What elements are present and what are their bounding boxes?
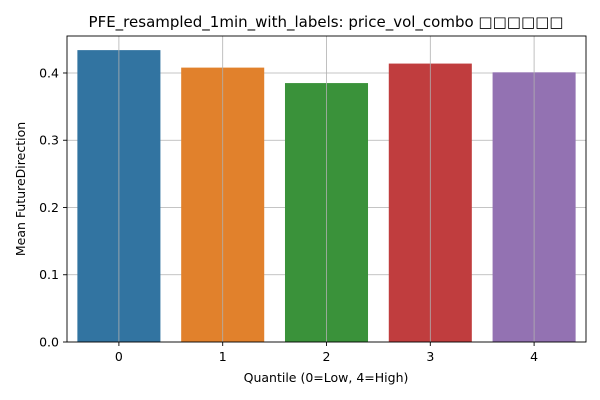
x-tick-label: 1 <box>219 349 227 364</box>
y-tick-label: 0.2 <box>39 200 59 215</box>
y-tick-label: 0.4 <box>39 65 59 80</box>
x-tick-label: 3 <box>426 349 434 364</box>
ticks: 0.0 0.1 0.2 0.3 0.4 0 1 2 3 4 <box>39 65 538 364</box>
x-tick-label: 0 <box>115 349 123 364</box>
x-tick-label: 4 <box>530 349 538 364</box>
y-tick-label: 0.1 <box>39 267 59 282</box>
y-tick-label: 0.3 <box>39 133 59 148</box>
y-axis-label: Mean FutureDirection <box>13 122 28 256</box>
y-tick-label: 0.0 <box>39 335 59 350</box>
x-tick-label: 2 <box>323 349 331 364</box>
x-axis-label: Quantile (0=Low, 4=High) <box>244 370 409 385</box>
chart-title: PFE_resampled_1min_with_labels: price_vo… <box>89 13 564 32</box>
grid-vertical <box>118 36 535 342</box>
